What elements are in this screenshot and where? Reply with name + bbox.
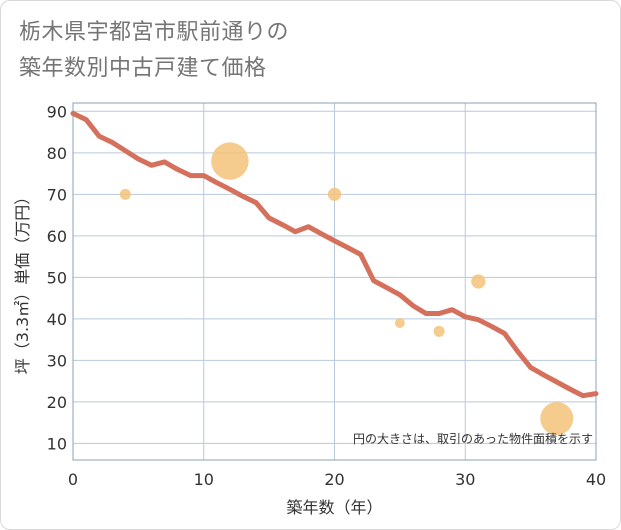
bubble-size-note: 円の大きさは、取引のあった物件面積を示す	[353, 431, 593, 446]
y-axis-label: 坪（3.3㎡）単価（万円）	[13, 189, 32, 374]
bubble-point	[394, 318, 405, 328]
chart-title-line1: 栃木県宇都宮市駅前通りの	[19, 20, 290, 45]
y-tick-label: 20	[47, 393, 67, 412]
x-tick-label: 40	[586, 470, 606, 489]
bubbles	[119, 142, 574, 435]
y-tick-label: 10	[47, 434, 67, 453]
bubble-point	[211, 142, 249, 180]
y-tick-label: 50	[47, 268, 67, 287]
y-tick-label: 60	[47, 227, 67, 246]
y-tick-label: 90	[47, 102, 67, 121]
bubble-point	[540, 401, 574, 435]
chart-title-line2: 築年数別中古戸建て価格	[19, 56, 267, 81]
x-axis-label: 築年数（年）	[286, 498, 382, 517]
chart-title: 栃木県宇都宮市駅前通りの 築年数別中古戸建て価格	[19, 15, 289, 87]
x-tick-label: 20	[324, 470, 344, 489]
x-tick-label: 30	[455, 470, 475, 489]
y-tick-label: 80	[47, 144, 67, 163]
bubble-point	[433, 325, 445, 337]
bubble-point	[119, 188, 131, 200]
y-tick-label: 30	[47, 351, 67, 370]
bubble-point	[471, 274, 486, 289]
y-tick-label: 40	[47, 310, 67, 329]
bubble-point	[327, 187, 342, 201]
plot-frame	[72, 102, 597, 461]
x-tick-label: 0	[68, 470, 78, 489]
average-line-layer	[70, 110, 599, 399]
x-tick-label: 10	[194, 470, 214, 489]
average-price-line	[70, 110, 599, 399]
grid	[73, 103, 596, 460]
y-tick-label: 70	[47, 185, 67, 204]
